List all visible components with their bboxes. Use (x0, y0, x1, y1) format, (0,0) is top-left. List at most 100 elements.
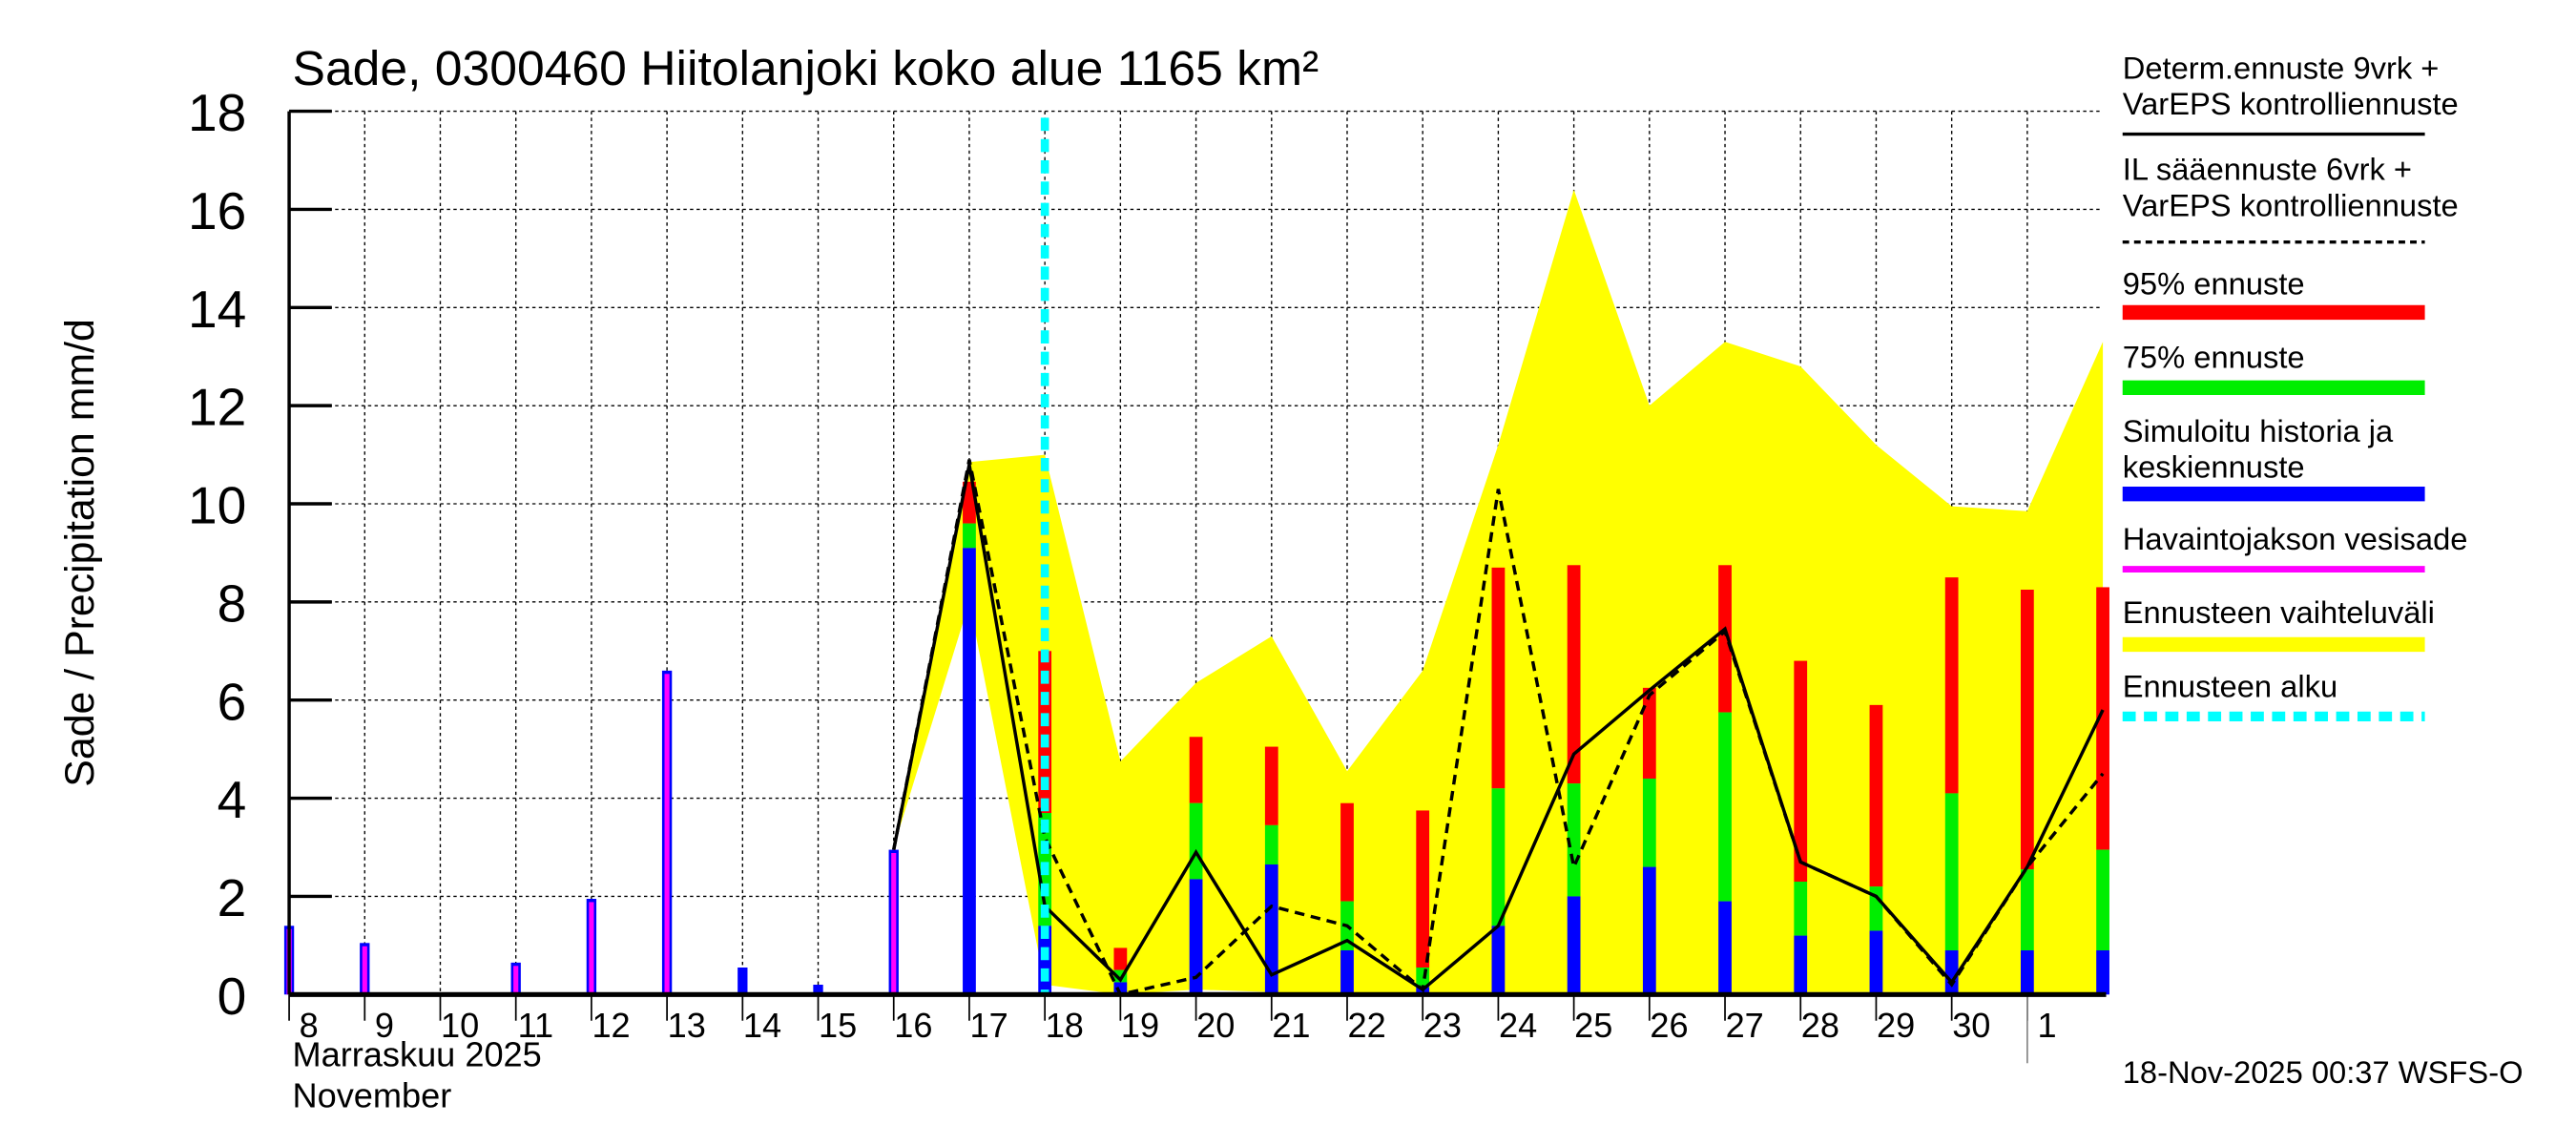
p75-bar (1944, 793, 1959, 950)
p75-bar (1794, 882, 1808, 936)
y-tick-label: 14 (188, 280, 246, 339)
p95-bar (1869, 704, 1883, 887)
mean-bar (1189, 879, 1203, 995)
y-tick-label: 4 (218, 770, 247, 829)
p75-bar (963, 523, 976, 549)
mean-bar (1264, 864, 1278, 995)
y-axis-label: Sade / Precipitation mm/d (57, 319, 103, 787)
y-tick-label: 18 (188, 83, 246, 142)
mean-bar (1944, 950, 1959, 995)
p95-bar (2096, 587, 2109, 850)
legend-label: 75% ennuste (2123, 340, 2305, 375)
y-tick-label: 16 (188, 181, 246, 240)
observed-bar (513, 966, 519, 995)
x-tick-label: 24 (1499, 1006, 1537, 1045)
x-axis-label-fi: Marraskuu 2025 (293, 1035, 542, 1074)
p75-bar (2020, 869, 2034, 950)
p95-bar (1113, 947, 1128, 970)
p95-bar (1340, 802, 1354, 902)
legend-label: Simuloitu historia ja (2123, 413, 2394, 448)
x-tick-label: 18 (1046, 1006, 1084, 1045)
legend: Determ.ennuste 9vrk +VarEPS kontrollienn… (2123, 50, 2468, 721)
x-tick-label: 12 (592, 1006, 630, 1045)
y-tick-label: 12 (188, 378, 246, 437)
x-tick-label: 20 (1196, 1006, 1235, 1045)
p75-bar (1264, 824, 1278, 864)
y-tick-label: 0 (218, 967, 247, 1026)
p75-bar (1491, 788, 1506, 926)
x-tick-label: 30 (1952, 1006, 1990, 1045)
legend-label: keskiennuste (2123, 449, 2305, 485)
x-tick-label: 22 (1348, 1006, 1386, 1045)
x-tick-label: 11 (518, 1006, 554, 1045)
x-tick-label: 10 (441, 1006, 479, 1045)
x-tick-label: 13 (668, 1006, 706, 1045)
p75-bar (2096, 849, 2109, 950)
x-tick-label: 27 (1726, 1006, 1764, 1045)
x-tick-label: 23 (1423, 1006, 1462, 1045)
mean-bar (1718, 901, 1732, 995)
simulated-bar (813, 985, 823, 995)
x-tick-label: 9 (375, 1006, 394, 1045)
observed-bar (891, 853, 897, 995)
p95-bar (1718, 565, 1732, 713)
p95-bar (1642, 687, 1656, 779)
x-tick-label: 29 (1877, 1006, 1915, 1045)
p95-bar (2020, 590, 2034, 870)
il-forecast-line (892, 459, 2105, 997)
p75-bar (1189, 802, 1203, 880)
x-tick-label: 26 (1650, 1006, 1688, 1045)
x-tick-label: 15 (819, 1006, 857, 1045)
p95-bar (1264, 746, 1278, 825)
p75-bar (1869, 886, 1883, 931)
x-tick-label: 17 (969, 1006, 1008, 1045)
p95-bar (1491, 567, 1506, 789)
y-tick-label: 2 (218, 868, 247, 927)
x-tick-label: 16 (894, 1006, 932, 1045)
legend-label: Determ.ennuste 9vrk + (2123, 50, 2440, 85)
x-tick-label: 21 (1272, 1006, 1310, 1045)
timestamp: 18-Nov-2025 00:37 WSFS-O (2123, 1054, 2524, 1090)
p75-bar (1718, 712, 1732, 902)
p75-bar (1567, 783, 1581, 897)
p95-bar (1944, 577, 1959, 794)
observed-bar (664, 674, 670, 995)
x-tick-label: 8 (300, 1006, 319, 1045)
observed-bar (362, 946, 367, 995)
p95-bar (1189, 737, 1203, 803)
mean-bar (1567, 896, 1581, 995)
x-tick-label: 1 (2037, 1006, 2056, 1045)
legend-label: Ennusteen alku (2123, 668, 2337, 703)
mean-bar (963, 548, 976, 995)
legend-label: 95% ennuste (2123, 266, 2305, 302)
legend-label: Ennusteen vaihteluväli (2123, 594, 2435, 630)
mean-bar (1794, 935, 1808, 995)
y-tick-label: 6 (218, 672, 247, 731)
x-tick-label: 25 (1574, 1006, 1612, 1045)
legend-label: VarEPS kontrolliennuste (2123, 86, 2459, 121)
x-tick-label: 28 (1801, 1006, 1839, 1045)
bars (283, 481, 2109, 995)
p95-bar (1567, 565, 1581, 784)
chart-title: Sade, 0300460 Hiitolanjoki koko alue 116… (293, 40, 1319, 95)
lines (892, 117, 2105, 997)
mean-bar (1642, 866, 1656, 995)
mean-bar (1869, 930, 1883, 995)
legend-label: IL sääennuste 6vrk + (2123, 152, 2412, 187)
y-tick-label: 10 (188, 476, 246, 535)
x-tick-label: 14 (743, 1006, 781, 1045)
mean-bar (2096, 950, 2109, 995)
x-tick-label: 19 (1121, 1006, 1159, 1045)
mean-bar (2020, 950, 2034, 995)
observed-bar (589, 902, 594, 995)
mean-bar (1491, 926, 1506, 995)
legend-label: VarEPS kontrolliennuste (2123, 187, 2459, 222)
legend-label: Havaintojakson vesisade (2123, 521, 2468, 556)
p95-bar (1416, 810, 1430, 968)
p75-bar (1642, 779, 1656, 867)
y-tick-label: 8 (218, 574, 247, 634)
p95-bar (1038, 651, 1052, 813)
x-axis-label-en: November (293, 1076, 452, 1115)
